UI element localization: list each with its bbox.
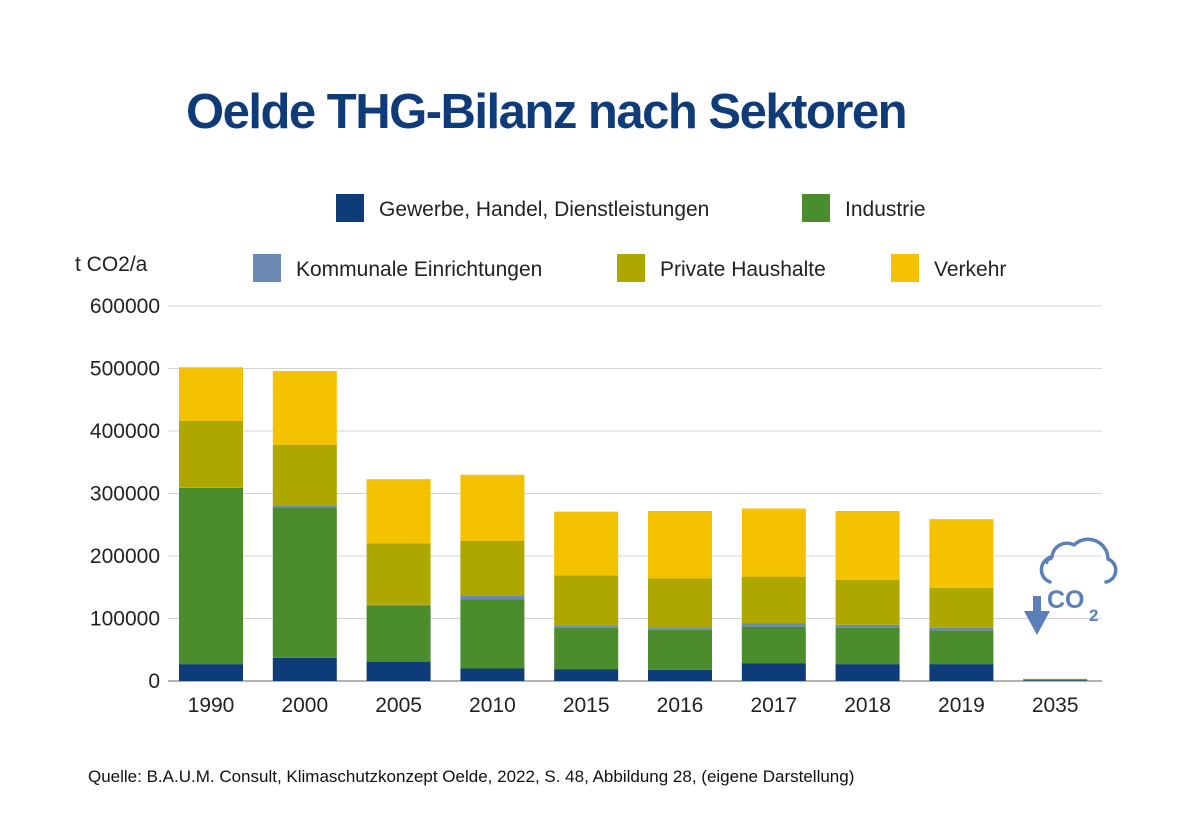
y-tick-label: 0 [148,670,160,693]
bar-segment [929,627,994,631]
legend-swatch [617,254,645,282]
bar-segment [366,606,431,662]
bar-segment [179,487,243,665]
x-tick-label: 2016 [657,694,704,717]
y-tick-label: 300000 [90,483,160,506]
bar-segment [929,519,994,588]
legend: Gewerbe, Handel, Dienstleistungen Industr… [253,194,1006,282]
source-note: Quelle: B.A.U.M. Consult, Klimaschutzkon… [88,767,855,786]
bar-segment [554,669,619,681]
bar-segment [1023,680,1088,681]
bar-segment [929,630,994,665]
bar-segment [272,505,337,508]
x-tick-label: 2005 [375,694,422,717]
bar-segment [835,579,900,625]
bar-segment [179,664,243,681]
cloud-outline [1039,537,1118,584]
bar-segment [741,576,806,624]
legend-label: Kommunale Einrichtungen [296,258,542,281]
bar-segment [272,507,337,658]
legend-swatch [253,254,281,282]
bar-segment [366,604,431,606]
bars [179,367,1088,681]
cloud-co2-down-icon: CO 2 [1024,537,1118,635]
x-tick-label: 2019 [938,694,985,717]
bar-segment [648,627,712,630]
bar-segment [554,575,619,626]
x-tick-label: 2017 [750,694,797,717]
x-tick-label: 1990 [188,694,235,717]
bar-segment [929,664,994,681]
chart-title: Oelde THG-Bilanz nach Sektoren [186,85,908,139]
bar-segment [460,541,525,596]
x-tick-label: 2000 [281,694,328,717]
legend-label: Industrie [845,198,926,221]
bar-segment [460,668,525,681]
bar-segment [460,599,525,669]
x-tick-label: 2035 [1032,694,1079,717]
bar-segment [835,624,900,628]
bar-segment [741,623,806,627]
bar-segment [366,661,431,681]
bar-segment [554,625,619,628]
arrow-shaft [1033,596,1041,612]
bar-segment [366,479,431,544]
y-axis-unit-label: t CO2/a [75,253,148,276]
bar-segment [929,587,994,628]
bar-segment [741,626,806,664]
bar-segment [648,511,712,579]
co2-subscript: 2 [1089,606,1098,625]
bar-segment [648,578,712,628]
bar-segment [741,663,806,681]
cloud-highlight [1045,557,1053,565]
bar-segment [272,444,337,506]
legend-swatch [802,194,830,222]
bar-segment [1023,679,1088,681]
y-axis-ticks: 0 100000 200000 300000 400000 500000 600000 [90,295,160,693]
x-tick-label: 2015 [563,694,610,717]
bar-segment [648,629,712,670]
y-tick-label: 600000 [90,295,160,318]
bar-segment [1023,678,1088,680]
bar-segment [554,511,619,576]
x-tick-label: 2010 [469,694,516,717]
legend-label: Private Haushalte [660,258,826,281]
bar-segment [835,511,900,580]
bar-segment [366,543,431,605]
y-tick-label: 500000 [90,358,160,381]
y-tick-label: 400000 [90,420,160,443]
x-tick-label: 2018 [844,694,891,717]
legend-swatch [891,254,919,282]
bar-segment [741,508,806,577]
bar-segment [648,669,712,681]
bar-segment [272,371,337,445]
bar-segment [554,627,619,670]
arrow-head [1024,611,1050,635]
bar-segment [460,474,525,541]
legend-label: Gewerbe, Handel, Dienstleistungen [379,198,709,221]
co2-label: CO [1047,586,1085,614]
bar-segment [179,421,243,488]
legend-swatch [336,194,364,222]
x-axis-ticks: 1990 2000 2005 2010 2015 2016 2017 2018 2019 2035 [188,694,1079,717]
bar-segment [835,664,900,681]
bar-segment [272,657,337,681]
bar-segment [179,367,243,421]
bar-segment [179,487,243,488]
y-tick-label: 200000 [90,545,160,568]
bar-segment [835,627,900,665]
y-tick-label: 100000 [90,608,160,631]
bar-segment [460,596,525,600]
legend-label: Verkehr [934,258,1006,281]
